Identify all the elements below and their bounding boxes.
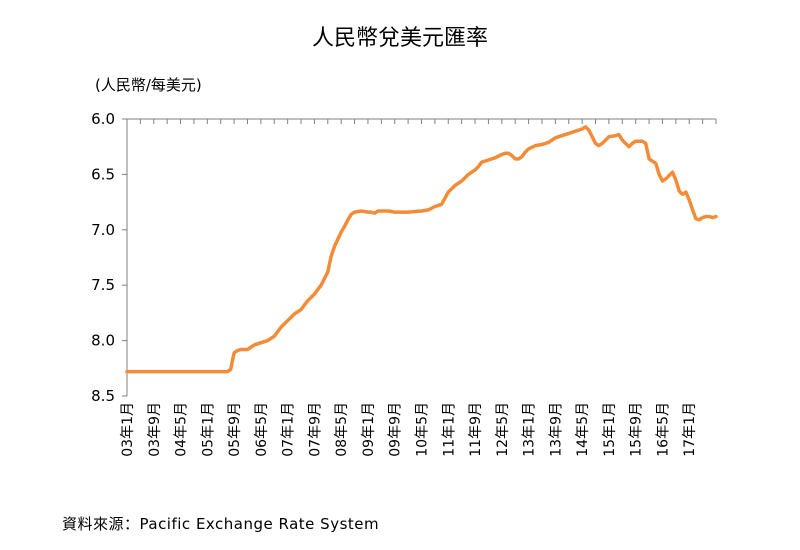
y-tick-label: 8.5 — [91, 387, 115, 405]
x-tick-label: 09年9月 — [388, 402, 404, 457]
x-tick-label: 11年1月 — [441, 402, 457, 457]
series-line-0 — [125, 125, 718, 374]
y-tick-label: 7.5 — [91, 276, 115, 294]
y-tick-label: 8.0 — [91, 332, 115, 350]
x-tick-label: 03年1月 — [120, 402, 136, 457]
y-axis-unit-label: (人民幣/每美元) — [95, 76, 202, 94]
x-tick-label: 17年1月 — [682, 402, 698, 457]
x-tick-label: 05年9月 — [227, 402, 243, 457]
x-tick-label: 04年5月 — [174, 402, 190, 457]
chart-title: 人民幣兌美元匯率 — [311, 26, 488, 51]
x-tick-label: 09年1月 — [361, 402, 377, 457]
x-tick-label: 15年1月 — [602, 402, 618, 457]
y-tick-label: 6.0 — [91, 110, 115, 128]
x-tick-label: 15年9月 — [629, 402, 645, 457]
x-tick-label: 16年5月 — [655, 402, 671, 457]
x-tick-label: 03年9月 — [147, 402, 163, 457]
x-tick-label: 08年5月 — [334, 402, 350, 457]
source-note: 資料來源：Pacific Exchange Rate System — [62, 515, 380, 533]
x-tick-label: 07年9月 — [307, 402, 323, 457]
x-tick-label: 13年1月 — [522, 402, 538, 457]
y-tick-label: 6.5 — [91, 165, 115, 183]
x-tick-label: 07年1月 — [281, 402, 297, 457]
y-tick-label: 7.0 — [91, 221, 115, 239]
x-tick-label: 06年5月 — [254, 402, 270, 457]
x-tick-label: 14年5月 — [575, 402, 591, 457]
x-tick-label: 11年9月 — [468, 402, 484, 457]
x-tick-label: 12年5月 — [495, 402, 511, 457]
x-tick-label: 13年9月 — [548, 402, 564, 457]
x-tick-label: 10年5月 — [415, 402, 431, 457]
x-tick-label: 05年1月 — [200, 402, 216, 457]
